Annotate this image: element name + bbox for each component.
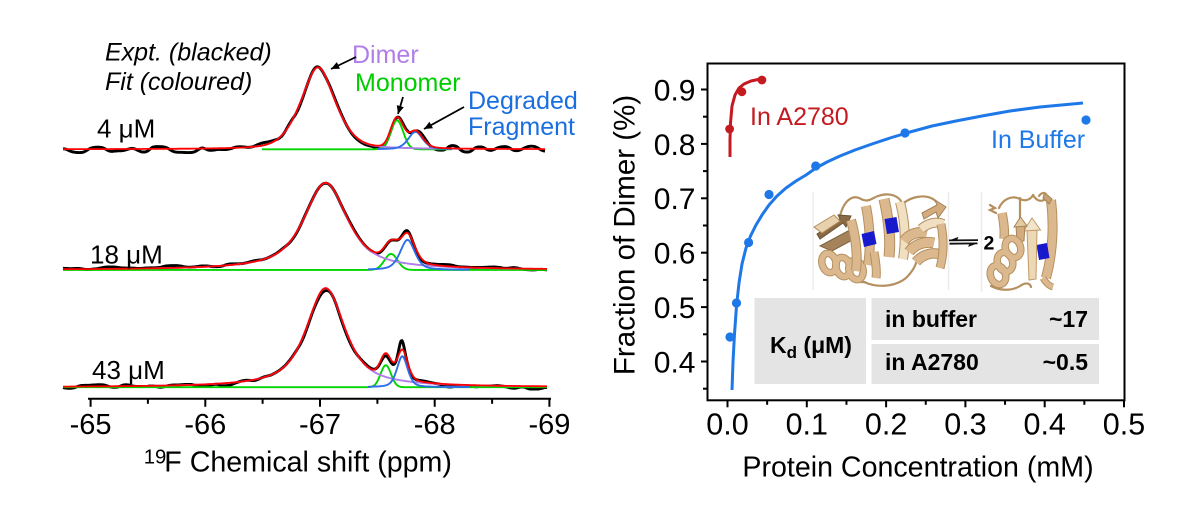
- svg-text:0.8: 0.8: [654, 129, 696, 162]
- svg-text:Fit (coloured): Fit (coloured): [105, 68, 252, 96]
- svg-text:0.1: 0.1: [786, 408, 828, 442]
- svg-text:43 μM: 43 μM: [92, 355, 165, 385]
- svg-text:Expt. (blacked): Expt. (blacked): [105, 39, 272, 67]
- svg-text:0.4: 0.4: [654, 346, 696, 379]
- svg-text:4 μM: 4 μM: [97, 114, 155, 144]
- svg-text:0.5: 0.5: [654, 292, 696, 325]
- svg-text:in buffer: in buffer: [885, 306, 977, 332]
- svg-text:2: 2: [984, 233, 995, 255]
- svg-text:18 μM: 18 μM: [90, 240, 163, 270]
- svg-text:Dimer: Dimer: [352, 41, 419, 69]
- svg-text:0.3: 0.3: [944, 408, 986, 442]
- svg-text:Monomer: Monomer: [355, 69, 461, 97]
- svg-text:0.0: 0.0: [706, 408, 748, 442]
- svg-text:0.6: 0.6: [654, 238, 696, 271]
- svg-text:Degraded: Degraded: [468, 87, 578, 115]
- svg-text:Fragment: Fragment: [468, 113, 575, 141]
- svg-text:Protein Concentration (mM): Protein Concentration (mM): [742, 452, 1093, 484]
- svg-text:In A2780: In A2780: [750, 103, 849, 131]
- svg-text:0.7: 0.7: [654, 183, 696, 216]
- svg-text:0.5: 0.5: [1103, 408, 1145, 442]
- svg-text:0.2: 0.2: [865, 408, 907, 442]
- svg-text:Fraction of Dimer (%): Fraction of Dimer (%): [609, 95, 642, 375]
- svg-text:In Buffer: In Buffer: [991, 126, 1085, 154]
- svg-text:0.4: 0.4: [1023, 408, 1065, 442]
- svg-text:-69: -69: [528, 409, 570, 441]
- svg-text:19: 19: [144, 447, 167, 469]
- svg-text:-67: -67: [299, 409, 341, 441]
- svg-text:Kd (μM): Kd (μM): [770, 332, 852, 362]
- svg-text:F Chemical shift (ppm): F Chemical shift (ppm): [164, 447, 452, 479]
- svg-text:0.9: 0.9: [654, 74, 696, 107]
- svg-text:-65: -65: [70, 409, 112, 441]
- svg-text:~17: ~17: [1049, 306, 1088, 332]
- svg-text:-66: -66: [184, 409, 226, 441]
- svg-text:in A2780: in A2780: [885, 349, 979, 375]
- svg-text:-68: -68: [414, 409, 456, 441]
- svg-text:~0.5: ~0.5: [1043, 349, 1089, 375]
